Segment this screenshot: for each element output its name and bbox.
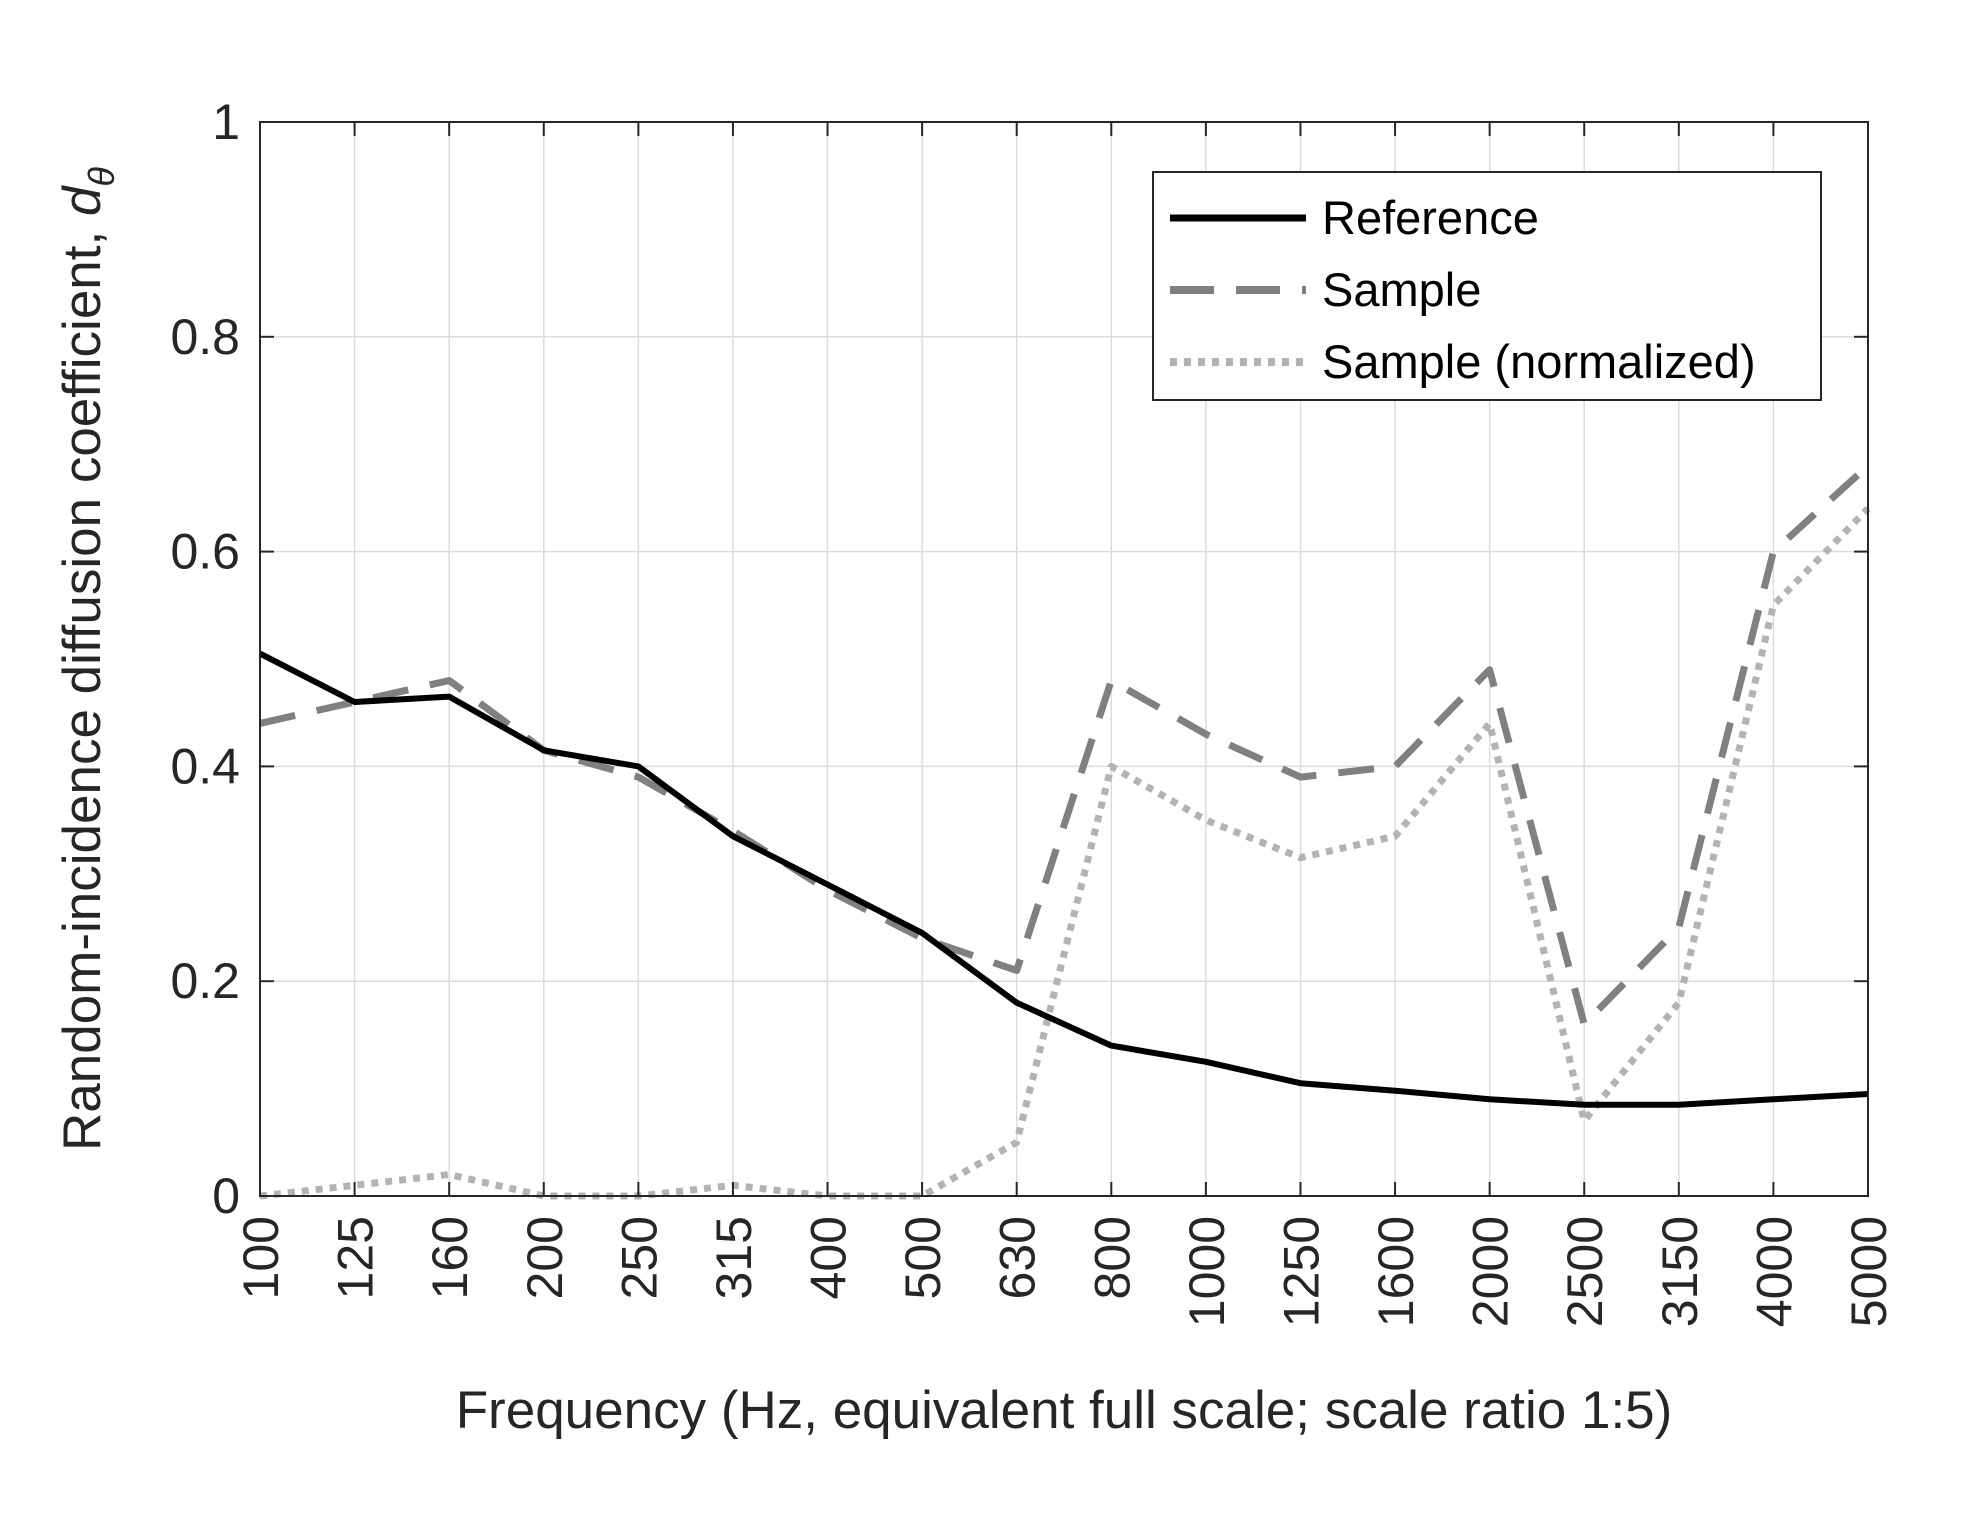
x-tick-label: 1000 [1179,1216,1235,1327]
x-tick-label: 160 [422,1216,478,1299]
y-tick-label: 0 [212,1168,240,1224]
x-tick-label: 2000 [1463,1216,1519,1327]
plot-frame [259,121,1869,1197]
y-axis-title-text: Random-incidence diffusion coefficient, [53,216,112,1151]
x-tick-label: 315 [706,1216,762,1299]
x-tick-label: 400 [801,1216,857,1299]
series-line-sample-normalized [259,506,1871,1200]
y-tick-label: 0.2 [170,953,240,1009]
x-tick-label: 630 [990,1216,1046,1299]
x-tick-labels: 100 125 160 200 250 315 400 500 630 800 1000 1250 16… [233,1216,1897,1327]
legend-label-sample: Sample [1322,263,1481,316]
series-line-reference [258,650,1869,1108]
x-tick-label: 200 [517,1216,573,1299]
y-axis-title-symbol: d [53,185,112,216]
x-tick-label: 4000 [1746,1216,1802,1327]
y-axis-title-subscript: θ [81,167,122,187]
x-tick-label: 250 [611,1216,667,1299]
x-tick-label: 5000 [1841,1216,1897,1327]
legend-entries: Reference Sample Sample (normalized) [1170,191,1756,388]
y-tick-label: 0.8 [170,309,240,365]
x-tick-label: 500 [895,1216,951,1299]
x-tick-label: 1250 [1273,1216,1329,1327]
y-tick-labels: 0 0.2 0.4 0.6 0.8 1 [170,94,240,1224]
x-tick-label: 800 [1084,1216,1140,1299]
x-axis-title: Frequency (Hz, equivalent full scale; sc… [456,1381,1673,1440]
y-axis-title: Random-incidence diffusion coefficient, … [53,167,122,1151]
x-tick-label: 100 [233,1216,289,1299]
x-tick-label: 3150 [1652,1216,1708,1327]
x-tick-label: 1600 [1368,1216,1424,1327]
y-tick-label: 0.6 [170,524,240,580]
y-tick-label: 1 [212,94,240,150]
axis-ticks [259,121,1869,1197]
x-tick-label: 125 [328,1216,384,1299]
legend: Reference Sample Sample (normalized) [1152,171,1822,401]
x-tick-label: 2500 [1557,1216,1613,1327]
legend-label-reference: Reference [1322,191,1539,244]
series-lines [258,463,1871,1200]
y-tick-label: 0.4 [170,738,240,794]
grid-lines [260,122,1868,1196]
legend-label-sample-normalized: Sample (normalized) [1322,335,1756,388]
